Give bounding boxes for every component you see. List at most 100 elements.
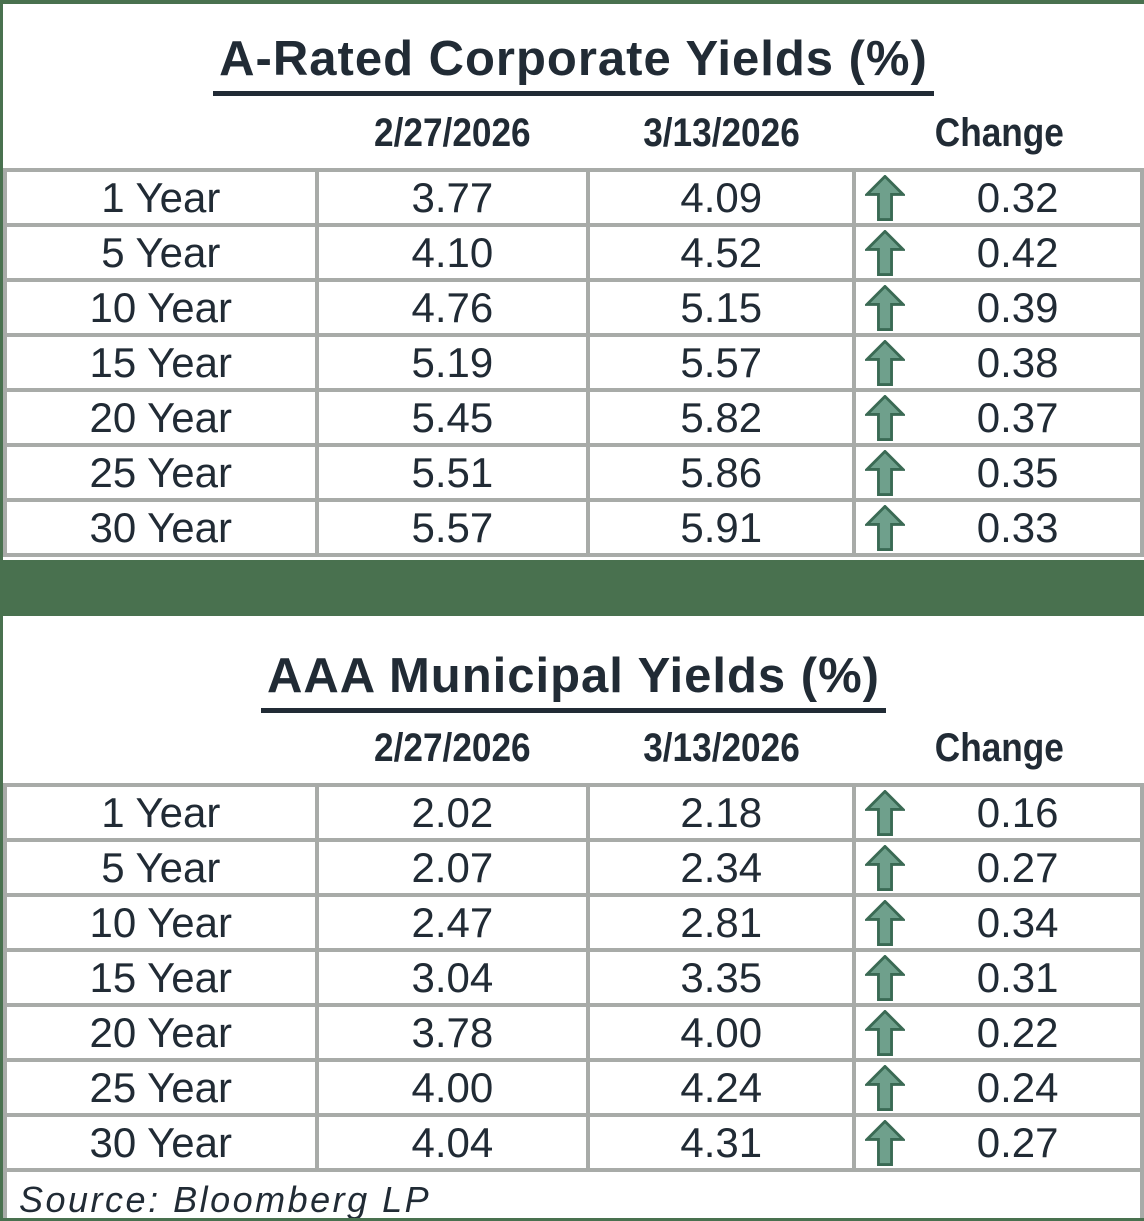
table-row: 30 Year 5.57 5.91 0.33 — [3, 498, 1144, 557]
change-value: 0.24 — [976, 1063, 1059, 1111]
change-cell: 0.34 — [852, 893, 1144, 952]
maturity-label: 25 Year — [3, 443, 319, 502]
maturity-label: 5 Year — [3, 223, 319, 282]
curr-yield-value: 2.81 — [586, 893, 857, 952]
change-value: 0.39 — [976, 283, 1059, 331]
curr-yield-value: 4.52 — [586, 223, 857, 282]
prev-yield-value: 5.19 — [314, 333, 591, 392]
up-arrow-icon — [865, 1009, 906, 1056]
maturity-label: 30 Year — [3, 498, 319, 557]
change-value: 0.22 — [976, 1008, 1059, 1056]
table-row: 10 Year 4.76 5.15 0.39 — [3, 278, 1144, 337]
up-arrow-icon — [865, 394, 906, 441]
table-row: 5 Year 4.10 4.52 0.42 — [3, 223, 1144, 282]
prev-yield-value: 5.51 — [314, 443, 591, 502]
corporate-column-headers: 2/27/2026 3/13/2026 Change — [3, 96, 1144, 162]
prev-yield-value: 4.76 — [314, 278, 591, 337]
curr-yield-value: 2.34 — [586, 838, 857, 897]
prev-yield-value: 3.04 — [314, 948, 591, 1007]
maturity-label: 15 Year — [3, 948, 319, 1007]
change-cell: 0.22 — [852, 1003, 1144, 1062]
change-value: 0.42 — [976, 228, 1059, 276]
prev-yield-value: 4.00 — [314, 1058, 591, 1117]
corporate-table-title: A-Rated Corporate Yields (%) — [213, 31, 934, 96]
up-arrow-icon — [865, 174, 906, 221]
change-cell: 0.35 — [852, 443, 1144, 502]
table-row: 1 Year 2.02 2.18 0.16 — [3, 783, 1144, 842]
table-row: 20 Year 5.45 5.82 0.37 — [3, 388, 1144, 447]
change-value: 0.37 — [976, 393, 1059, 441]
change-value: 0.16 — [976, 788, 1059, 836]
prev-yield-value: 4.04 — [314, 1113, 591, 1172]
curr-yield-value: 5.15 — [586, 278, 857, 337]
municipal-prev-date-header: 2/27/2026 — [373, 726, 531, 770]
prev-yield-value: 3.77 — [314, 168, 591, 227]
municipal-table-body: 1 Year 2.02 2.18 0.16 5 Year — [3, 783, 1144, 1172]
change-cell: 0.33 — [852, 498, 1144, 557]
change-value: 0.27 — [976, 1118, 1059, 1166]
up-arrow-icon — [865, 1119, 906, 1166]
prev-yield-value: 2.47 — [314, 893, 591, 952]
up-arrow-icon — [865, 954, 906, 1001]
up-arrow-icon — [865, 789, 906, 836]
change-cell: 0.27 — [852, 838, 1144, 897]
change-value: 0.35 — [976, 448, 1059, 496]
corporate-yields-table: 1 Year 3.77 4.09 0.32 5 Year — [3, 168, 1144, 557]
corporate-curr-date-header: 3/13/2026 — [643, 111, 801, 155]
corporate-change-header: Change — [935, 111, 1065, 155]
table-row: 25 Year 5.51 5.86 0.35 — [3, 443, 1144, 502]
curr-yield-value: 5.82 — [586, 388, 857, 447]
table-row: 10 Year 2.47 2.81 0.34 — [3, 893, 1144, 952]
up-arrow-icon — [865, 844, 906, 891]
change-value: 0.33 — [976, 503, 1059, 551]
curr-yield-value: 4.09 — [586, 168, 857, 227]
maturity-label: 10 Year — [3, 278, 319, 337]
table-row: 15 Year 5.19 5.57 0.38 — [3, 333, 1144, 392]
maturity-label: 5 Year — [3, 838, 319, 897]
change-cell: 0.38 — [852, 333, 1144, 392]
maturity-label: 15 Year — [3, 333, 319, 392]
separator-bar — [3, 560, 1144, 616]
up-arrow-icon — [865, 284, 906, 331]
up-arrow-icon — [865, 449, 906, 496]
change-cell: 0.37 — [852, 388, 1144, 447]
maturity-label: 20 Year — [3, 388, 319, 447]
maturity-label: 10 Year — [3, 893, 319, 952]
curr-yield-value: 5.86 — [586, 443, 857, 502]
curr-yield-value: 4.31 — [586, 1113, 857, 1172]
up-arrow-icon — [865, 899, 906, 946]
curr-yield-value: 5.91 — [586, 498, 857, 557]
municipal-change-header: Change — [935, 726, 1065, 770]
table-row: 30 Year 4.04 4.31 0.27 — [3, 1113, 1144, 1172]
change-cell: 0.27 — [852, 1113, 1144, 1172]
table-row: 25 Year 4.00 4.24 0.24 — [3, 1058, 1144, 1117]
up-arrow-icon — [865, 229, 906, 276]
prev-yield-value: 4.10 — [314, 223, 591, 282]
municipal-table-title: AAA Municipal Yields (%) — [261, 648, 886, 713]
prev-yield-value: 5.57 — [314, 498, 591, 557]
municipal-table-title-band: AAA Municipal Yields (%) — [3, 641, 1144, 713]
change-cell: 0.31 — [852, 948, 1144, 1007]
source-text: Source: Bloomberg LP — [19, 1179, 432, 1220]
corporate-prev-date-header: 2/27/2026 — [373, 111, 531, 155]
change-value: 0.32 — [976, 173, 1059, 221]
maturity-label: 1 Year — [3, 783, 319, 842]
change-cell: 0.39 — [852, 278, 1144, 337]
municipal-curr-date-header: 3/13/2026 — [643, 726, 801, 770]
corporate-table-title-band: A-Rated Corporate Yields (%) — [3, 4, 1144, 96]
prev-yield-value: 3.78 — [314, 1003, 591, 1062]
change-cell: 0.24 — [852, 1058, 1144, 1117]
maturity-label: 20 Year — [3, 1003, 319, 1062]
change-value: 0.27 — [976, 843, 1059, 891]
change-value: 0.34 — [976, 898, 1059, 946]
change-value: 0.31 — [976, 953, 1059, 1001]
curr-yield-value: 4.24 — [586, 1058, 857, 1117]
prev-yield-value: 5.45 — [314, 388, 591, 447]
prev-yield-value: 2.02 — [314, 783, 591, 842]
up-arrow-icon — [865, 504, 906, 551]
municipal-yields-table: 1 Year 2.02 2.18 0.16 5 Year — [3, 783, 1144, 1172]
curr-yield-value: 2.18 — [586, 783, 857, 842]
municipal-column-headers: 2/27/2026 3/13/2026 Change — [3, 713, 1144, 777]
maturity-label: 30 Year — [3, 1113, 319, 1172]
